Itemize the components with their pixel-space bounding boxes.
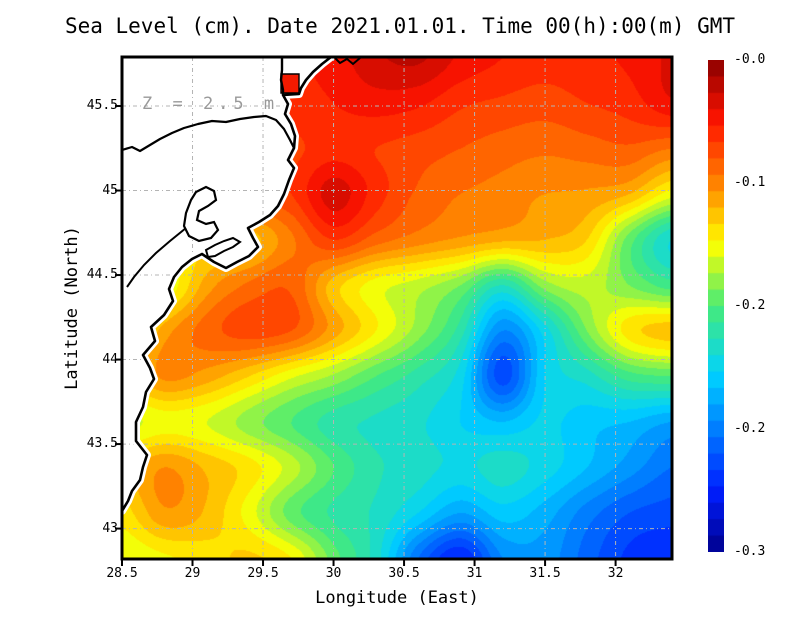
colorbar-tick-label: -0.0	[734, 52, 766, 67]
page-title: Sea Level (cm). Date 2021.01.01. Time 00…	[64, 14, 736, 38]
colorbar-tick-label: -0.3	[734, 544, 766, 559]
x-tick-label: 28.5	[106, 566, 138, 581]
colorbar-tick-label: -0.1	[734, 175, 766, 190]
y-tick-label: 45	[102, 182, 118, 198]
y-tick-label: 44	[102, 351, 118, 367]
sea-level-heatmap-canvas	[122, 57, 672, 559]
colorbar-tick-label: -0.2	[734, 421, 766, 436]
x-tick-label: 30.5	[388, 566, 420, 581]
x-tick-label: 30	[325, 566, 342, 581]
y-tick-label: 43.5	[86, 436, 118, 452]
colorbar-canvas	[708, 60, 724, 552]
y-tick-label: 43	[102, 520, 118, 536]
x-tick-label: 31.5	[529, 566, 561, 581]
colorbar-tick-label: -0.2	[734, 298, 766, 313]
y-tick-label: 45.5	[86, 98, 118, 114]
x-tick-label: 29.5	[247, 566, 279, 581]
x-tick-label: 31	[466, 566, 483, 581]
y-tick-label: 44.5	[86, 267, 118, 283]
annotation-z-depth: Z = 2.5 m	[142, 94, 280, 114]
x-tick-label: 29	[184, 566, 201, 581]
x-axis-label: Longitude (East)	[315, 588, 479, 608]
x-tick-label: 32	[607, 566, 624, 581]
